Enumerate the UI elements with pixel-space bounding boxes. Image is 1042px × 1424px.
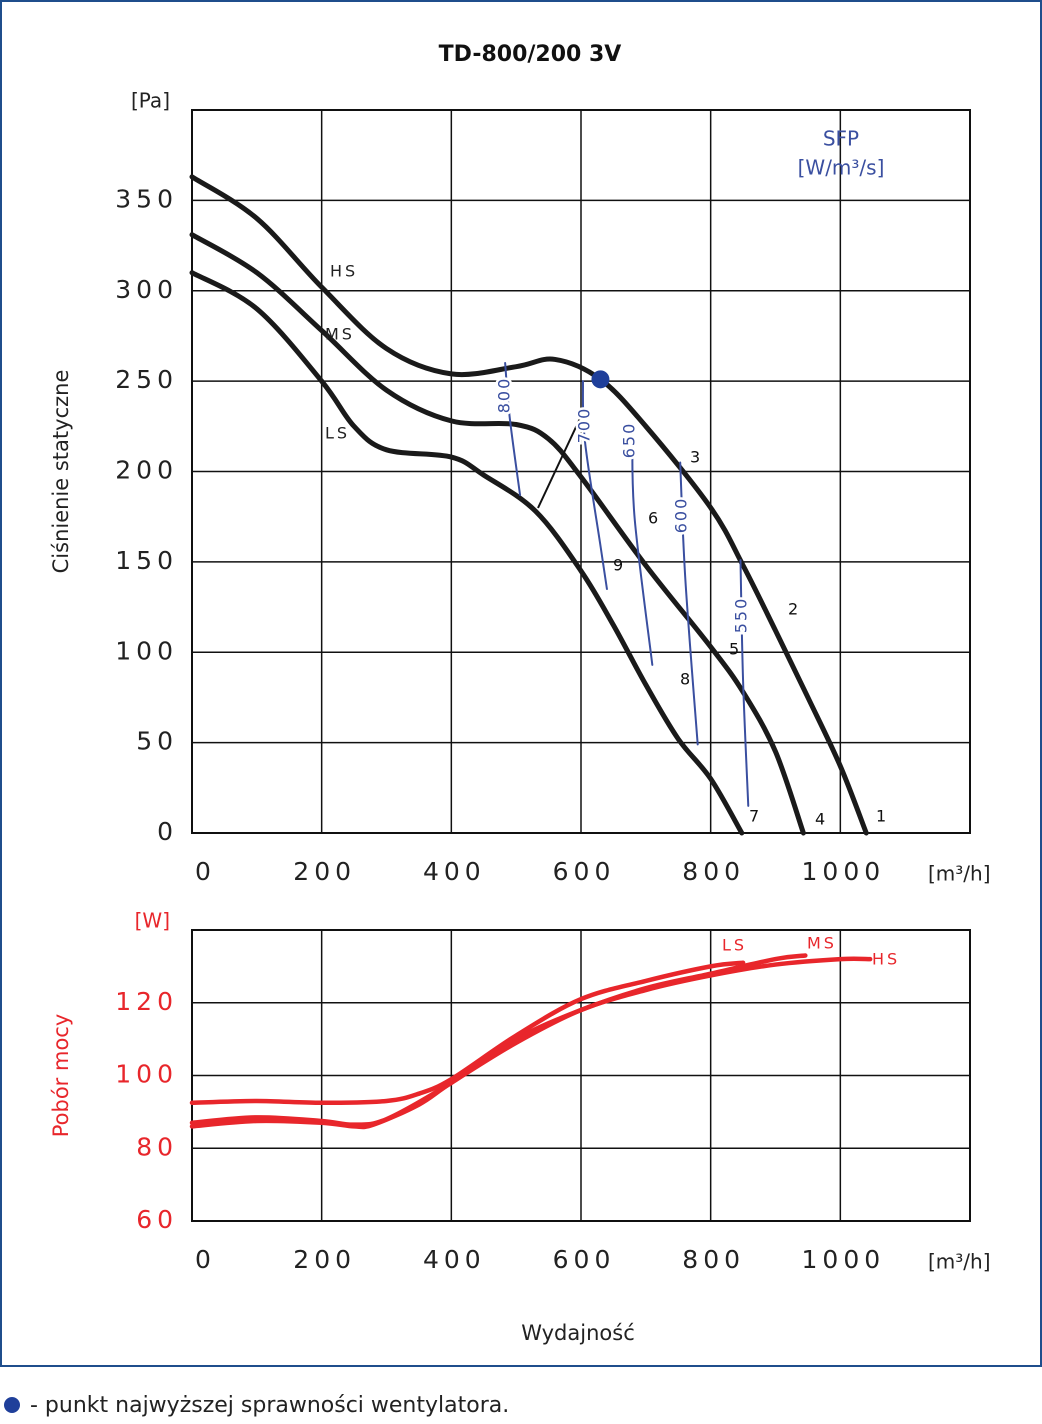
fan-curve	[189, 960, 746, 1106]
curve-label: HS	[872, 950, 900, 969]
operating-point-label: 8	[680, 670, 690, 689]
y-tick-label: 350	[115, 184, 178, 213]
y-tick-label: 0	[157, 817, 178, 846]
y-tick-label: 150	[115, 546, 178, 575]
y-tick-label: 200	[115, 456, 178, 485]
x-tick-label: 200	[293, 857, 356, 886]
y-tick-label: 80	[136, 1132, 178, 1161]
operating-point-label: 3	[690, 448, 700, 467]
sfp-curve	[739, 559, 750, 807]
x-axis-label: Wydajność	[521, 1321, 635, 1345]
fan-curve	[189, 953, 808, 1127]
sfp-label: 600	[672, 497, 691, 534]
x-unit: [m³/h]	[928, 862, 991, 886]
operating-point-label: 5	[729, 640, 739, 659]
operating-point-label: 4	[815, 810, 825, 829]
x-tick-label: 200	[293, 1245, 356, 1274]
x-tick-label: 400	[423, 857, 486, 886]
curve-label: MS	[325, 325, 355, 344]
sfp-curve	[679, 461, 699, 746]
y-tick-label: 120	[115, 987, 178, 1016]
curve-label: LS	[722, 936, 747, 955]
sfp-curve	[581, 380, 608, 590]
best-efficiency-point	[591, 370, 610, 389]
operating-point-label: 1	[876, 807, 886, 826]
sfp-label: 650	[620, 422, 639, 459]
y-tick-label: 60	[136, 1205, 178, 1234]
x-tick-label: 600	[553, 1245, 616, 1274]
y-axis-label: Pobór mocy	[49, 1014, 73, 1138]
x-tick-label: 0	[195, 857, 216, 886]
x-tick-label: 1000	[802, 857, 886, 886]
curve-label: HS	[330, 262, 358, 281]
sfp-curve	[631, 439, 654, 666]
x-tick-label: 800	[682, 1245, 745, 1274]
leader-line	[537, 411, 584, 509]
y-tick-label: 50	[136, 727, 178, 756]
curve-label: LS	[325, 424, 350, 443]
frame	[0, 0, 1042, 1367]
y-tick-label: 250	[115, 365, 178, 394]
y-tick-label: 100	[115, 636, 178, 665]
sfp-label: 800	[495, 377, 514, 414]
footer-dot	[4, 1397, 20, 1413]
curve-label: MS	[807, 934, 837, 953]
operating-point-label: 7	[749, 807, 759, 826]
fan-curve	[189, 270, 745, 836]
footer-text: - punkt najwyższej sprawności wentylator…	[30, 1393, 509, 1418]
x-tick-label: 1000	[802, 1245, 886, 1274]
operating-point-label: 2	[788, 600, 798, 619]
x-tick-label: 600	[553, 857, 616, 886]
x-tick-label: 400	[423, 1245, 486, 1274]
y-unit: [Pa]	[131, 89, 170, 113]
x-tick-label: 0	[195, 1245, 216, 1274]
sfp-label: 700	[575, 407, 594, 444]
y-tick-label: 100	[115, 1060, 178, 1089]
y-tick-label: 300	[115, 275, 178, 304]
operating-point-label: 6	[648, 509, 658, 528]
x-unit: [m³/h]	[928, 1250, 991, 1274]
operating-point-label: 9	[613, 556, 623, 575]
sfp-title: SFP	[823, 127, 859, 151]
x-tick-label: 800	[682, 857, 745, 886]
sfp-unit: [W/m³/s]	[798, 156, 885, 180]
y-axis-label: Ciśnienie statyczne	[49, 370, 73, 574]
sfp-label: 550	[732, 597, 751, 634]
y-unit: [W]	[135, 909, 170, 933]
sfp-curve	[504, 362, 522, 496]
chart-title: TD-800/200 3V	[439, 42, 622, 67]
